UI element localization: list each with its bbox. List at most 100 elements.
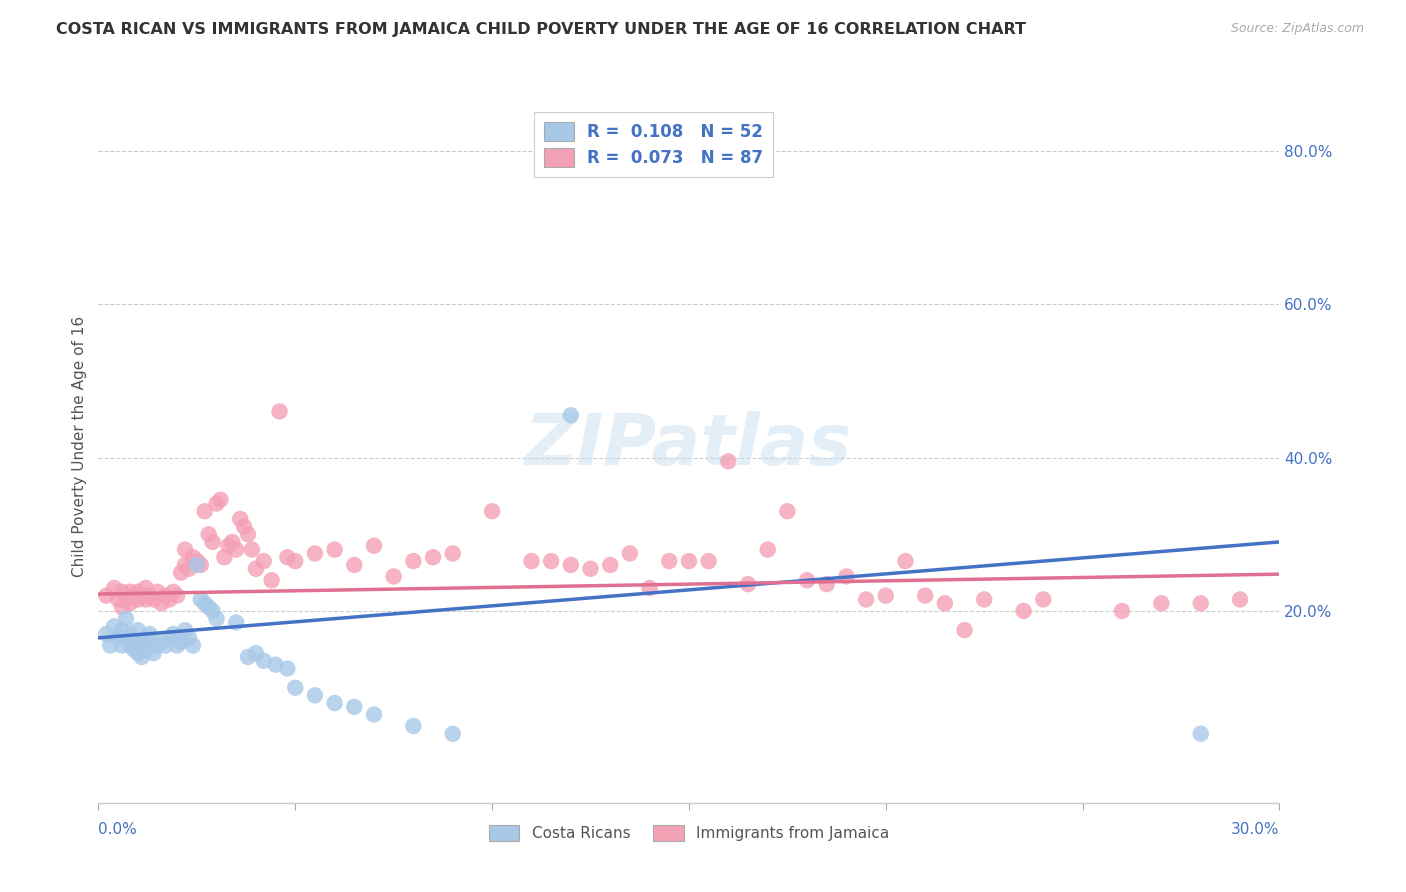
- Point: [579, 562, 602, 576]
- Point: [304, 546, 326, 560]
- Point: [276, 550, 298, 565]
- Point: [1189, 727, 1212, 741]
- Point: [245, 562, 267, 576]
- Point: [914, 589, 936, 603]
- Text: Source: ZipAtlas.com: Source: ZipAtlas.com: [1230, 22, 1364, 36]
- Point: [343, 558, 366, 572]
- Point: [269, 404, 291, 418]
- Point: [127, 623, 149, 637]
- Point: [190, 558, 212, 572]
- Point: [142, 646, 165, 660]
- Point: [599, 558, 621, 572]
- Point: [155, 639, 177, 653]
- Point: [540, 554, 562, 568]
- Point: [221, 535, 243, 549]
- Point: [815, 577, 838, 591]
- Point: [201, 604, 224, 618]
- Text: 0.0%: 0.0%: [98, 822, 138, 837]
- Point: [363, 539, 385, 553]
- Text: ZIPatlas: ZIPatlas: [526, 411, 852, 481]
- Point: [253, 654, 276, 668]
- Point: [855, 592, 877, 607]
- Point: [229, 512, 252, 526]
- Point: [260, 574, 283, 588]
- Point: [157, 631, 180, 645]
- Point: [131, 634, 153, 648]
- Point: [560, 409, 582, 423]
- Point: [323, 542, 346, 557]
- Point: [217, 539, 239, 553]
- Point: [122, 634, 145, 648]
- Point: [934, 596, 956, 610]
- Point: [240, 542, 263, 557]
- Point: [236, 527, 259, 541]
- Point: [205, 612, 228, 626]
- Point: [98, 639, 121, 653]
- Point: [197, 600, 219, 615]
- Point: [150, 634, 173, 648]
- Point: [560, 558, 582, 572]
- Point: [111, 639, 134, 653]
- Point: [697, 554, 720, 568]
- Point: [122, 589, 145, 603]
- Point: [304, 689, 326, 703]
- Point: [276, 661, 298, 675]
- Point: [177, 631, 200, 645]
- Point: [953, 623, 976, 637]
- Point: [135, 581, 157, 595]
- Point: [146, 639, 169, 653]
- Point: [131, 650, 153, 665]
- Point: [197, 527, 219, 541]
- Point: [1189, 596, 1212, 610]
- Point: [111, 584, 134, 599]
- Point: [209, 492, 232, 507]
- Point: [441, 546, 464, 560]
- Point: [894, 554, 917, 568]
- Point: [382, 569, 405, 583]
- Point: [174, 542, 197, 557]
- Point: [146, 584, 169, 599]
- Point: [1012, 604, 1035, 618]
- Point: [225, 615, 247, 630]
- Point: [122, 642, 145, 657]
- Point: [284, 554, 307, 568]
- Point: [127, 584, 149, 599]
- Point: [658, 554, 681, 568]
- Point: [678, 554, 700, 568]
- Point: [264, 657, 287, 672]
- Point: [201, 535, 224, 549]
- Point: [155, 589, 177, 603]
- Point: [115, 612, 138, 626]
- Point: [520, 554, 543, 568]
- Point: [181, 550, 204, 565]
- Point: [796, 574, 818, 588]
- Point: [1150, 596, 1173, 610]
- Point: [875, 589, 897, 603]
- Point: [177, 562, 200, 576]
- Point: [127, 646, 149, 660]
- Point: [131, 589, 153, 603]
- Point: [756, 542, 779, 557]
- Point: [166, 589, 188, 603]
- Point: [1111, 604, 1133, 618]
- Point: [162, 584, 184, 599]
- Point: [162, 627, 184, 641]
- Point: [776, 504, 799, 518]
- Point: [402, 719, 425, 733]
- Point: [96, 589, 118, 603]
- Point: [150, 596, 173, 610]
- Point: [103, 581, 125, 595]
- Point: [363, 707, 385, 722]
- Point: [638, 581, 661, 595]
- Point: [194, 504, 217, 518]
- Point: [233, 519, 256, 533]
- Point: [441, 727, 464, 741]
- Point: [157, 592, 180, 607]
- Point: [174, 623, 197, 637]
- Point: [236, 650, 259, 665]
- Point: [127, 592, 149, 607]
- Point: [138, 639, 160, 653]
- Point: [170, 634, 193, 648]
- Point: [190, 592, 212, 607]
- Point: [138, 589, 160, 603]
